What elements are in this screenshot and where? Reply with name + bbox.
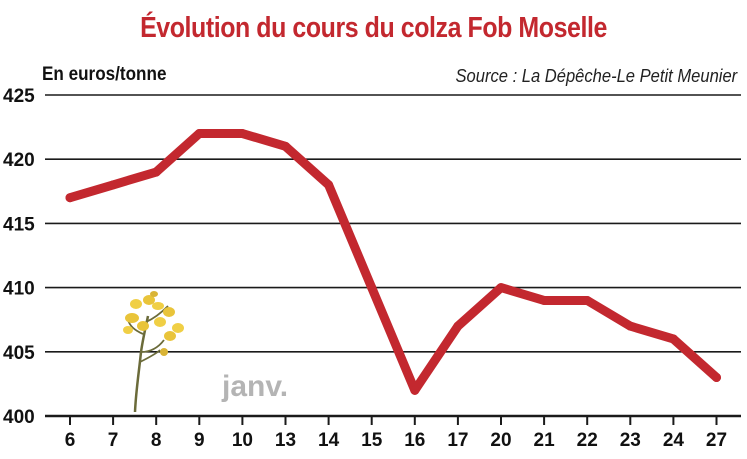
- source-note: Source : La Dépêche-Le Petit Meunier: [455, 66, 737, 86]
- data-point: [453, 321, 463, 331]
- x-tick-label: 15: [361, 430, 383, 451]
- x-tick-label: 20: [490, 430, 511, 451]
- x-tick-label: 21: [534, 430, 556, 451]
- data-point: [582, 295, 592, 305]
- y-tick-label: 415: [3, 214, 35, 235]
- data-point: [410, 385, 420, 395]
- y-tick-label: 405: [3, 343, 35, 364]
- data-point: [194, 129, 204, 139]
- data-point: [496, 283, 506, 293]
- data-point: [668, 334, 678, 344]
- data-point: [65, 193, 75, 203]
- x-tick-label: 7: [108, 430, 119, 451]
- data-point: [539, 295, 549, 305]
- data-point: [324, 180, 334, 190]
- y-axis-unit-label: En euros/tonne: [42, 64, 167, 85]
- x-tick-label: 22: [577, 430, 598, 451]
- y-tick-label: 410: [3, 279, 35, 300]
- rapeseed-flower-illustration: [123, 291, 184, 413]
- x-tick-label: 27: [706, 430, 727, 451]
- data-point: [625, 321, 635, 331]
- month-annotation: janv.: [221, 370, 288, 403]
- y-tick-labels: 400 405 410 415 420 425: [3, 86, 35, 428]
- chart-title: Évolution du cours du colza Fob Moselle: [140, 12, 607, 44]
- gridlines: [45, 94, 741, 418]
- x-tick-label: 8: [151, 430, 162, 451]
- y-tick-label: 425: [3, 86, 35, 107]
- data-point: [712, 372, 721, 382]
- data-points: [65, 129, 721, 395]
- x-tick-label: 16: [404, 430, 425, 451]
- x-tick-label: 14: [318, 430, 340, 451]
- x-tick-label: 17: [447, 430, 468, 451]
- data-point: [237, 129, 247, 139]
- y-tick-label: 400: [3, 407, 35, 428]
- data-point: [151, 167, 161, 177]
- series-line: [65, 129, 721, 395]
- data-point: [108, 180, 118, 190]
- data-point: [367, 283, 377, 293]
- x-tick-label: 23: [620, 430, 641, 451]
- x-tick-label: 13: [275, 430, 296, 451]
- x-tick-label: 10: [232, 430, 253, 451]
- x-tick-label: 9: [194, 430, 205, 451]
- y-tick-label: 420: [3, 150, 35, 171]
- data-point: [281, 141, 290, 151]
- x-tick-label: 6: [65, 430, 76, 451]
- x-tick-label: 24: [663, 430, 685, 451]
- x-axis: 6 7 8 9 10 13 14 15 16 17 20 21 22 23 24 27: [65, 416, 727, 451]
